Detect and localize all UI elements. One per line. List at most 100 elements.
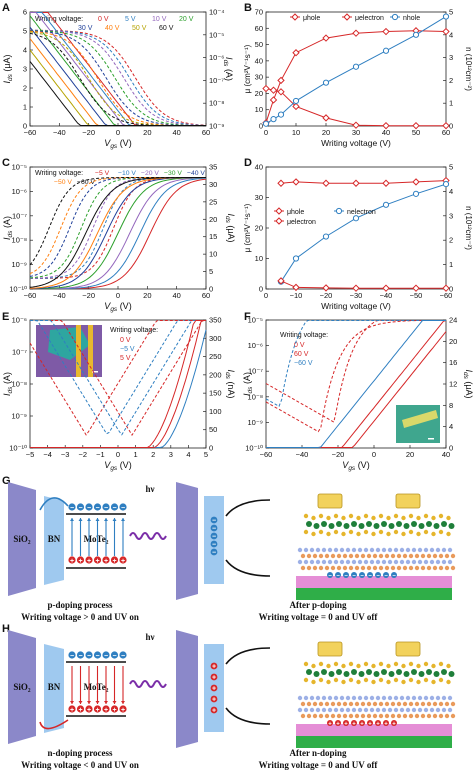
hbn-atom [420, 565, 426, 571]
y-tick-label-right: 0 [449, 444, 453, 453]
panel-letter: B [244, 2, 252, 14]
y-tick-label-left: 0 [259, 122, 263, 131]
data-point [352, 121, 360, 129]
hbn-atom [330, 701, 336, 707]
mote2-atom [373, 671, 380, 677]
hbn-atom [375, 707, 381, 713]
hbn-atom [303, 707, 309, 713]
mote2-atom [416, 663, 421, 669]
mote2-atom [326, 663, 331, 669]
y-tick-label-right: 1 [449, 99, 453, 108]
y-tick-label-right: 10⁻⁶ [209, 53, 224, 62]
legend-item: 60 V [159, 25, 174, 32]
legend-title: Writing voltage: [35, 170, 83, 177]
data-point [292, 255, 300, 262]
charge-sign: − [212, 518, 216, 525]
y-axis-label-left: μ (cm²V⁻¹s⁻¹) [243, 203, 252, 252]
legend-item: −50 V [54, 179, 72, 186]
mote2-atom [393, 661, 399, 667]
mote2-atom [336, 521, 342, 527]
mote2-atom [448, 671, 455, 677]
charge-sign: + [384, 721, 388, 727]
y-tick-label-left: 20 [255, 224, 263, 233]
charge-sign: + [78, 707, 82, 714]
mote2-atom [371, 515, 376, 521]
y-tick-label-right: 5 [449, 163, 453, 172]
charge-sign: + [212, 686, 216, 693]
mote2-atom [438, 677, 444, 683]
legend-item: 5 V [125, 16, 136, 23]
charge-sign: − [384, 573, 388, 579]
legend-item: 5 V [120, 355, 131, 362]
series-line-linear [30, 177, 207, 289]
y-tick-label-left: 30 [255, 193, 263, 202]
hbn-atom [351, 547, 357, 553]
series-line-log [29, 29, 207, 126]
series-line-log [30, 29, 206, 126]
legend-item: μelectron [287, 219, 316, 226]
band-bend [225, 499, 271, 517]
hbn-atom [306, 701, 312, 707]
hbn-atom [363, 559, 369, 565]
mote2-atom [423, 661, 429, 667]
hole-marker [119, 705, 127, 713]
hbn-atom [372, 701, 378, 707]
x-tick-label: 40 [442, 450, 450, 459]
hbn-atom [357, 695, 363, 701]
x-tick-label: −60 [260, 450, 273, 459]
label-part: I [464, 369, 474, 372]
hbn-atom [417, 547, 423, 553]
hbn-atom [354, 565, 360, 571]
legend-marker [343, 13, 351, 21]
legend-item: μelectron [355, 15, 384, 22]
electrode [317, 493, 343, 509]
series-line-log [265, 320, 446, 433]
legend-item: 20 V [179, 16, 194, 23]
hole-marker [110, 705, 119, 713]
mote2-atom [311, 663, 316, 669]
trapped-hole [391, 720, 397, 726]
hbn-atom [393, 547, 399, 553]
trapped-electron [335, 572, 341, 578]
data-point [270, 116, 277, 123]
y-tick-label-right: 2 [449, 76, 453, 85]
hbn-atom [414, 553, 420, 559]
hbn-atom [372, 565, 378, 571]
y-tick-label-right: 350 [209, 316, 222, 325]
trapped-hole [335, 720, 341, 726]
electron-marker [102, 503, 110, 511]
label-sub: ds [7, 73, 14, 81]
hbn-atom [372, 713, 378, 719]
y-axis-label-right: Ids (μA) [462, 369, 474, 398]
hbn-atom [393, 695, 399, 701]
hbn-atom [450, 553, 456, 559]
mote2-atom [303, 529, 309, 535]
y-tick-label-left: 10⁻⁵ [248, 316, 263, 325]
hbn-atom [399, 695, 405, 701]
hbn-atom [393, 707, 399, 713]
x-tick-label: 40 [172, 291, 180, 300]
bn-label: BN [48, 682, 61, 692]
charge-sign: − [70, 505, 74, 512]
hbn-atom [450, 565, 456, 571]
mote2-atom [388, 671, 395, 677]
electron-marker [85, 651, 93, 659]
hbn-atom [366, 713, 372, 719]
x-tick-label: −60 [24, 291, 37, 300]
panel-letter: C [2, 157, 10, 169]
x-tick-label: 3 [169, 450, 173, 459]
hbn-atom [354, 553, 360, 559]
x-tick-label: 60 [202, 128, 210, 137]
data-point [412, 190, 420, 197]
y-tick-label-left: 10⁻⁹ [11, 412, 27, 421]
electron-marker [119, 503, 127, 511]
data-point [382, 179, 390, 187]
x-axis-label: Writing voltage (V) [321, 301, 391, 311]
y-tick-label-left: 0 [259, 285, 263, 294]
data-point [352, 215, 360, 222]
mote2-atom [411, 521, 417, 527]
uv-wave-icon [129, 532, 167, 540]
x-tick-label: 20 [322, 128, 330, 137]
mote2-atom [356, 679, 361, 685]
